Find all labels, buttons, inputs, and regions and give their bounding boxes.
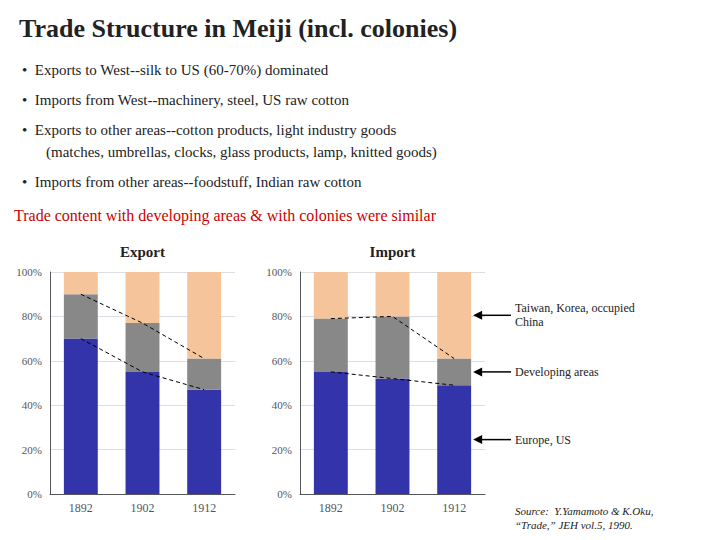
svg-text:60%: 60% xyxy=(272,355,292,367)
svg-text:1902: 1902 xyxy=(381,501,405,515)
svg-text:60%: 60% xyxy=(22,355,42,367)
svg-text:• Exports to West--silk to US: • Exports to West--silk to US (60-70%) d… xyxy=(22,62,329,79)
svg-text:80%: 80% xyxy=(272,310,292,322)
svg-text:1912: 1912 xyxy=(442,501,466,515)
svg-text:20%: 20% xyxy=(272,444,292,456)
svg-text:Taiwan, Korea, occupied: Taiwan, Korea, occupied xyxy=(515,301,635,315)
svg-text:40%: 40% xyxy=(22,399,42,411)
svg-text:1912: 1912 xyxy=(192,501,216,515)
svg-text:1902: 1902 xyxy=(131,501,155,515)
svg-text:Trade content with developing: Trade content with developing areas & wi… xyxy=(14,207,437,225)
svg-text:(matches, umbrellas, clocks, g: (matches, umbrellas, clocks, glass produ… xyxy=(46,144,437,161)
svg-text:1892: 1892 xyxy=(319,501,343,515)
svg-text:Import: Import xyxy=(370,244,416,260)
svg-text:40%: 40% xyxy=(272,399,292,411)
svg-text:80%: 80% xyxy=(22,310,42,322)
svg-text:100%: 100% xyxy=(266,266,292,278)
svg-text:• Imports from West--machiner: • Imports from West--machinery, steel, U… xyxy=(22,92,349,108)
svg-text:China: China xyxy=(515,315,544,329)
svg-text:Source: Y.Yamamoto & K.Oku,: Source: Y.Yamamoto & K.Oku, xyxy=(515,505,654,517)
svg-text:20%: 20% xyxy=(22,444,42,456)
svg-text:100%: 100% xyxy=(16,266,42,278)
svg-text:Trade Structure in Meiji (incl: Trade Structure in Meiji (incl. colonies… xyxy=(19,14,457,43)
svg-text:0%: 0% xyxy=(27,488,42,500)
svg-text:Developing areas: Developing areas xyxy=(515,365,599,379)
svg-text:• Imports from other areas--f: • Imports from other areas--foodstuff, I… xyxy=(22,174,362,190)
svg-text:1892: 1892 xyxy=(69,501,93,515)
svg-text:Europe, US: Europe, US xyxy=(515,433,571,447)
svg-text:“Trade,” JEH vol.5, 1990.: “Trade,” JEH vol.5, 1990. xyxy=(515,519,633,531)
svg-text:• Exports to other areas--cot: • Exports to other areas--cotton product… xyxy=(22,122,397,138)
svg-text:Export: Export xyxy=(120,244,165,260)
svg-text:0%: 0% xyxy=(277,488,292,500)
